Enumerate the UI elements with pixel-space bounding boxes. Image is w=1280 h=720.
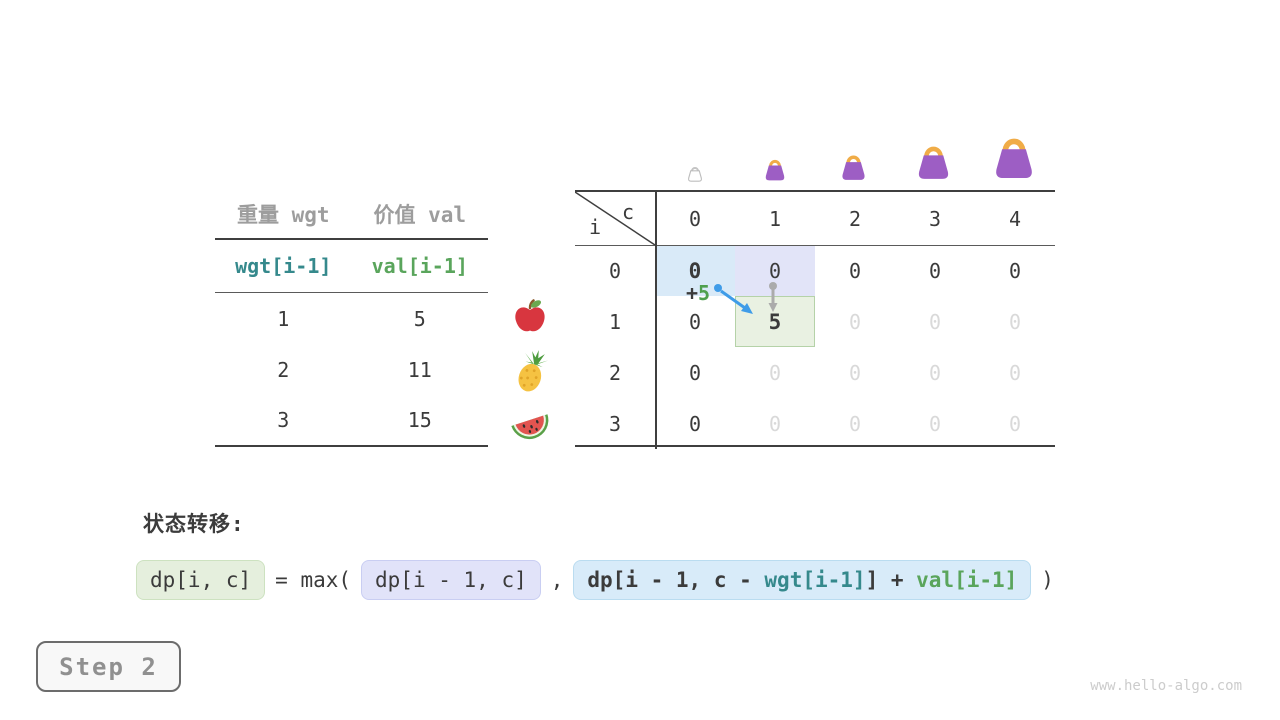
dp-cell-1-0: 0 — [688, 309, 702, 334]
transition-section-label: 状态转移: — [143, 512, 245, 536]
item-1-value: 5 — [413, 306, 426, 331]
formula-option2-mid: ] + — [865, 568, 917, 592]
formula-eq-max: = max( — [275, 568, 352, 592]
items-table-wgt-var: wgt[i-1] — [235, 254, 332, 278]
formula-comma: , — [550, 568, 564, 592]
items-table-divider-bottom — [215, 445, 488, 447]
dp-col-header-0: 0 — [688, 206, 702, 231]
item-3-weight: 3 — [277, 408, 290, 432]
items-table-header-weight: 重量 wgt — [236, 203, 330, 227]
dp-label-divider — [655, 192, 657, 449]
item-2-value: 11 — [407, 357, 432, 382]
step-button-label: Step 2 — [59, 652, 158, 681]
corner-col-var: c — [622, 200, 635, 224]
items-table-row-2: 2 11 — [215, 344, 488, 395]
items-table: 重量 wgt 价值 val wgt[i-1] val[i-1] 1 5 2 11… — [215, 190, 488, 447]
item-3-value: 15 — [407, 408, 432, 432]
dp-col-header-3: 3 — [928, 206, 942, 231]
dp-table: c i 0 1 2 3 4 0 1 2 3 0 0 0 0 0 0 5 0 0 … — [575, 190, 1055, 449]
dp-row-header-1: 1 — [608, 309, 622, 334]
items-table-divider-mid — [215, 292, 488, 293]
dp-cell-0-2: 0 — [848, 258, 862, 283]
dp-cell-1-3: 0 — [928, 309, 942, 334]
dp-col-header-1: 1 — [768, 206, 782, 231]
items-table-var-row: wgt[i-1] val[i-1] — [215, 240, 488, 292]
plus-value: 5 — [698, 281, 711, 305]
bag-capacity-4-icon — [996, 138, 1032, 178]
dp-cell-2-0: 0 — [688, 360, 702, 385]
items-table-row-3: 3 15 — [215, 395, 488, 445]
item-2-weight: 2 — [277, 357, 290, 382]
item-1-weight: 1 — [277, 306, 290, 331]
dp-cell-2-4: 0 — [1008, 360, 1022, 385]
dp-cell-2-1: 0 — [768, 360, 782, 385]
dp-cell-3-0: 0 — [688, 411, 702, 436]
items-table-divider-top — [215, 238, 488, 240]
dp-cell-1-1: 5 — [768, 309, 782, 334]
formula-close-paren: ) — [1041, 568, 1054, 592]
dp-cell-0-0: 0 — [688, 258, 702, 283]
watermelon-icon — [511, 414, 549, 440]
transition-formula: dp[i, c] = max( dp[i - 1, c] , dp[i - 1,… — [136, 559, 1054, 601]
formula-option2-box: dp[i - 1, c - wgt[i-1]] + val[i-1] — [573, 560, 1032, 600]
corner-diagonal — [575, 192, 655, 245]
formula-option2-val: val[i-1] — [916, 568, 1018, 592]
dp-cell-3-1: 0 — [768, 411, 782, 436]
corner-row-var: i — [589, 215, 602, 239]
dp-col-header-4: 4 — [1008, 206, 1022, 231]
bag-capacity-3-icon — [918, 146, 949, 179]
dp-row-header-3: 3 — [608, 411, 622, 436]
dp-cell-0-3: 0 — [928, 258, 942, 283]
plus-sign: + — [686, 281, 699, 305]
dp-row-header-0: 0 — [608, 258, 622, 283]
items-table-row-1: 1 5 — [215, 293, 488, 344]
formula-option2-wgt: wgt[i-1] — [764, 568, 866, 592]
watermark: www.hello-algo.com — [1090, 678, 1242, 694]
dp-cell-3-4: 0 — [1008, 411, 1022, 436]
dp-row-header-2: 2 — [608, 360, 622, 385]
dp-cell-1-2: 0 — [848, 309, 862, 334]
formula-option1-box: dp[i - 1, c] — [361, 560, 541, 600]
plus-value-annotation: +5 — [686, 281, 710, 305]
dp-cell-3-3: 0 — [928, 411, 942, 436]
apple-icon — [515, 299, 545, 332]
items-table-val-var: val[i-1] — [371, 254, 468, 278]
dp-cell-2-3: 0 — [928, 360, 942, 385]
formula-lhs-box: dp[i, c] — [136, 560, 266, 600]
dp-col-header-2: 2 — [848, 206, 862, 231]
bag-capacity-1-icon — [765, 159, 785, 181]
items-table-header-row: 重量 wgt 价值 val — [215, 190, 488, 238]
step-button[interactable]: Step 2 — [36, 641, 181, 692]
formula-option2-prefix: dp[i - 1, c - — [587, 568, 765, 592]
bag-capacity-0-icon — [688, 167, 702, 182]
dp-cell-1-4: 0 — [1008, 309, 1022, 334]
dp-header-divider — [575, 245, 1055, 246]
dp-cell-0-1: 0 — [768, 258, 782, 283]
pineapple-icon — [518, 350, 549, 392]
bag-capacity-2-icon — [842, 155, 865, 180]
dp-cell-0-4: 0 — [1008, 258, 1022, 283]
dp-cell-3-2: 0 — [848, 411, 862, 436]
items-table-header-value: 价值 val — [373, 203, 467, 227]
dp-cell-2-2: 0 — [848, 360, 862, 385]
